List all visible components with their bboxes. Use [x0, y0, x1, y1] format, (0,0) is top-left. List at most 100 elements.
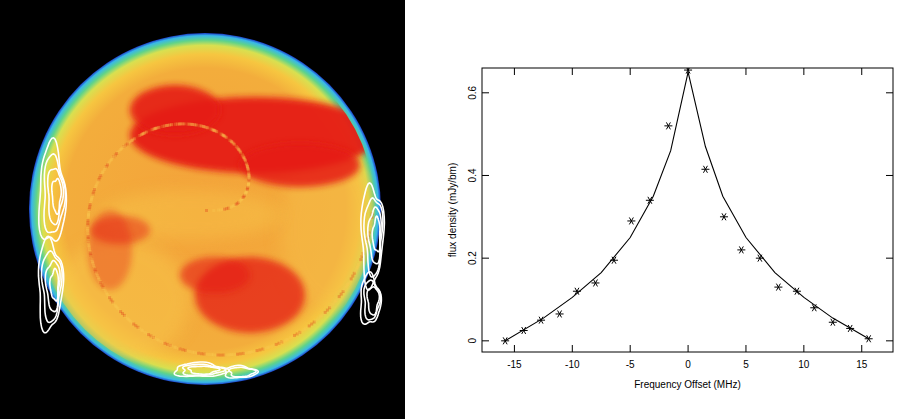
speckle	[286, 338, 289, 341]
speckle	[351, 275, 354, 278]
contour-line	[39, 236, 64, 332]
speckle	[119, 148, 122, 151]
speckle	[206, 126, 209, 129]
speckle	[300, 330, 303, 333]
contour-line	[188, 366, 220, 374]
speckle	[141, 329, 144, 332]
speckle	[190, 123, 193, 126]
speckle	[370, 221, 373, 224]
speckle	[233, 143, 236, 146]
y-tick	[886, 340, 893, 341]
speckle	[183, 122, 186, 125]
speckle	[94, 185, 97, 188]
speckle	[157, 126, 160, 129]
speckle	[247, 168, 250, 171]
speckle	[241, 153, 244, 156]
x-tick	[745, 68, 746, 75]
speckle	[335, 299, 338, 302]
intense-region	[180, 257, 250, 293]
speckle	[235, 203, 238, 206]
contour-line	[361, 272, 382, 324]
speckle	[297, 332, 300, 335]
speckle	[195, 124, 198, 127]
speckle	[115, 305, 118, 308]
speckle	[91, 262, 94, 265]
y-tick	[886, 258, 893, 259]
speckle	[99, 174, 102, 177]
speckle	[242, 196, 245, 199]
x-tick	[514, 345, 515, 352]
x-tick-label: -5	[626, 359, 635, 370]
speckle	[222, 134, 225, 137]
speckle	[88, 209, 91, 212]
speckle	[174, 346, 177, 349]
x-tick	[803, 345, 804, 352]
speckle	[194, 123, 197, 126]
speckle	[170, 345, 173, 348]
speckle	[86, 225, 89, 228]
speckle	[164, 342, 167, 345]
speckle	[197, 352, 200, 355]
image-background	[0, 0, 405, 419]
speckle	[248, 174, 251, 177]
speckle	[324, 311, 327, 314]
y-tick-label: 0.2	[467, 251, 478, 265]
speckle	[90, 255, 93, 258]
speckle	[181, 348, 184, 351]
data-point	[737, 246, 745, 253]
speckle	[165, 124, 168, 127]
speckle	[87, 213, 90, 216]
speckle	[247, 183, 250, 186]
speckle	[247, 168, 250, 171]
speckle	[151, 335, 154, 338]
x-tick-label: 5	[743, 359, 749, 370]
x-tick-label: 0	[685, 359, 691, 370]
speckle	[246, 188, 249, 191]
speckle	[97, 179, 100, 182]
speckle	[162, 125, 165, 128]
x-tick-label: 10	[798, 359, 810, 370]
speckle	[244, 352, 247, 355]
speckle	[241, 154, 244, 157]
speckle	[212, 129, 215, 132]
contour-line	[45, 261, 60, 312]
contour-line	[52, 179, 62, 215]
speckle	[259, 348, 262, 351]
speckle	[248, 177, 251, 180]
speckle	[106, 293, 109, 296]
speckle	[89, 252, 92, 255]
speckle	[244, 191, 247, 194]
intense-region	[240, 143, 360, 187]
speckle	[154, 127, 157, 130]
data-point	[664, 122, 672, 129]
speckle	[186, 349, 189, 352]
contour-line	[364, 280, 381, 320]
speckle	[224, 354, 227, 357]
contour-line	[174, 362, 229, 376]
speckle	[89, 203, 92, 206]
x-tick	[803, 68, 804, 75]
speckle	[106, 163, 109, 166]
x-tick-label: -15	[507, 359, 522, 370]
speckle	[212, 209, 215, 212]
x-tick	[861, 68, 862, 75]
data-point	[774, 284, 782, 291]
speckle	[113, 155, 116, 158]
speckle	[279, 341, 282, 344]
speckle	[223, 208, 226, 211]
speckle	[293, 334, 296, 337]
speckle	[216, 354, 219, 357]
speckle	[123, 145, 126, 148]
speckle	[235, 146, 238, 149]
y-tick-label: 0.6	[467, 85, 478, 99]
speckle	[238, 200, 241, 203]
y-tick	[482, 92, 489, 93]
disk-features	[50, 85, 380, 360]
speckle	[123, 145, 126, 148]
speckle	[108, 296, 111, 299]
speckle	[304, 327, 307, 330]
y-tick	[886, 92, 893, 93]
speckle	[104, 166, 107, 169]
x-tick-label: 15	[856, 359, 868, 370]
speckle	[138, 327, 141, 330]
